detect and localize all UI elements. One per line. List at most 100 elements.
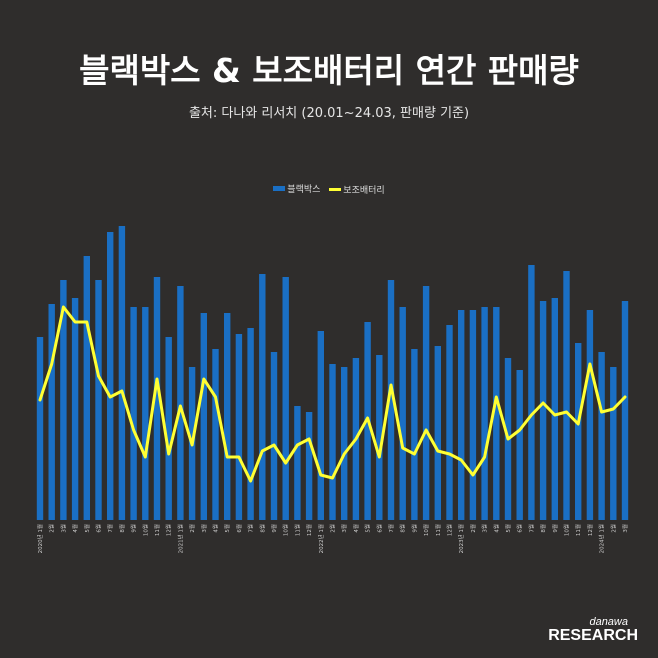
x-tick-label: 10월 <box>141 524 149 536</box>
legend-label-bar: 블랙박스 <box>287 185 321 195</box>
bar-17 <box>235 334 243 520</box>
bar-0 <box>36 337 44 520</box>
bar-1 <box>48 304 55 520</box>
x-tick-label: 2021년 1월 <box>176 524 184 553</box>
bar-6 <box>107 232 114 520</box>
x-tick-label: 3월 <box>621 524 629 533</box>
bar-3 <box>71 298 79 520</box>
legend-item-line: 보조배터리 <box>329 183 385 196</box>
x-tick-label: 12월 <box>586 524 594 536</box>
legend-swatch-line <box>329 188 342 191</box>
x-tick-label: 4월 <box>352 524 360 533</box>
x-tick-label: 2월 <box>48 524 56 533</box>
bar-49 <box>610 367 617 520</box>
x-tick-label: 8월 <box>539 524 547 533</box>
bar-2 <box>60 280 67 520</box>
x-tick-label: 6월 <box>235 524 243 533</box>
x-tick-label: 4월 <box>71 524 79 533</box>
x-tick-label: 3월 <box>340 524 348 533</box>
x-tick-label: 2023년 1월 <box>457 524 465 553</box>
logo-line2: RESEARCH <box>548 627 638 644</box>
bar-22 <box>294 406 301 520</box>
bar-43 <box>539 301 547 520</box>
bar-45 <box>563 271 570 520</box>
bar-35 <box>446 325 453 520</box>
bar-29 <box>376 355 383 520</box>
x-tick-label: 11월 <box>293 524 301 536</box>
x-tick-label: 10월 <box>282 524 290 536</box>
x-tick-label: 2022년 1월 <box>317 524 325 553</box>
line-series <box>38 305 627 483</box>
x-tick-label: 4월 <box>212 524 220 533</box>
bar-36 <box>458 310 465 520</box>
x-tick-label: 11월 <box>153 524 161 536</box>
x-tick-label: 2020년 1월 <box>36 524 44 553</box>
bar-8 <box>130 307 137 520</box>
bar-21 <box>282 277 289 520</box>
x-tick-label: 8월 <box>399 524 407 533</box>
x-tick-label: 2월 <box>329 524 337 533</box>
x-tick-label: 3월 <box>59 524 67 533</box>
bar-47 <box>586 310 594 520</box>
x-tick-label: 5월 <box>223 524 231 533</box>
logo-line1: danawa <box>589 616 628 628</box>
bar-4 <box>83 256 90 520</box>
x-tick-label: 6월 <box>375 524 383 533</box>
bar-33 <box>422 286 430 520</box>
x-tick-label: 7월 <box>106 524 114 533</box>
bar-44 <box>551 298 558 520</box>
bar-30 <box>387 280 395 520</box>
bar-10 <box>153 277 161 520</box>
bar-24 <box>317 331 324 520</box>
x-tick-label: 9월 <box>270 524 278 533</box>
x-tick-label: 2월 <box>469 524 477 533</box>
x-axis-ticks: 2020년 1월 2월 3월 4월 5월 6월 7월 8월 9월 10월 11월 12월 2021년 1… <box>36 524 629 553</box>
bar-18 <box>247 328 254 520</box>
x-tick-label: 8월 <box>258 524 266 533</box>
brand-logo: danawa RESEARCH <box>548 617 638 644</box>
bar-34 <box>434 346 441 520</box>
bar-46 <box>575 343 582 520</box>
x-tick-label: 11월 <box>434 524 442 536</box>
x-tick-label: 10월 <box>422 524 430 536</box>
legend: 블랙박스 보조배터리 <box>0 182 658 196</box>
chart-subtitle: 출처: 다나와 리서치 (20.01~24.03, 판매량 기준) <box>188 106 470 121</box>
legend-label-line: 보조배터리 <box>343 186 385 196</box>
x-tick-label: 7월 <box>387 524 395 533</box>
bar-48 <box>598 352 605 520</box>
bar-20 <box>270 352 278 520</box>
bar-12 <box>177 286 184 520</box>
x-tick-label: 9월 <box>551 524 559 533</box>
legend-swatch-bar <box>273 186 286 191</box>
x-tick-label: 8월 <box>118 524 126 533</box>
x-tick-label: 9월 <box>130 524 138 533</box>
x-tick-label: 9월 <box>410 524 418 533</box>
bar-50 <box>621 301 629 520</box>
bar-31 <box>399 307 406 520</box>
bar-16 <box>224 313 231 520</box>
bar-37 <box>469 310 477 520</box>
x-tick-label: 10월 <box>563 524 571 536</box>
bar-5 <box>95 280 102 520</box>
bar-39 <box>493 307 500 520</box>
bar-7 <box>118 226 126 520</box>
x-tick-label: 12월 <box>446 524 454 536</box>
x-tick-label: 7월 <box>247 524 255 533</box>
bar-26 <box>341 367 348 520</box>
x-tick-label: 12월 <box>165 524 173 536</box>
bar-38 <box>481 307 488 520</box>
bar-series <box>36 226 629 520</box>
bar-32 <box>411 349 418 520</box>
bar-14 <box>200 313 207 520</box>
x-tick-label: 5월 <box>504 524 512 533</box>
x-tick-label: 2024년 1월 <box>598 524 606 553</box>
bar-42 <box>528 265 535 520</box>
x-tick-label: 7월 <box>527 524 535 533</box>
x-tick-label: 2월 <box>188 524 196 533</box>
x-tick-label: 11월 <box>574 524 582 536</box>
x-tick-label: 5월 <box>83 524 91 533</box>
x-tick-label: 12월 <box>305 524 313 536</box>
chart-title: 블랙박스 & 보조배터리 연간 판매량 <box>79 51 579 90</box>
bar-15 <box>212 349 219 520</box>
